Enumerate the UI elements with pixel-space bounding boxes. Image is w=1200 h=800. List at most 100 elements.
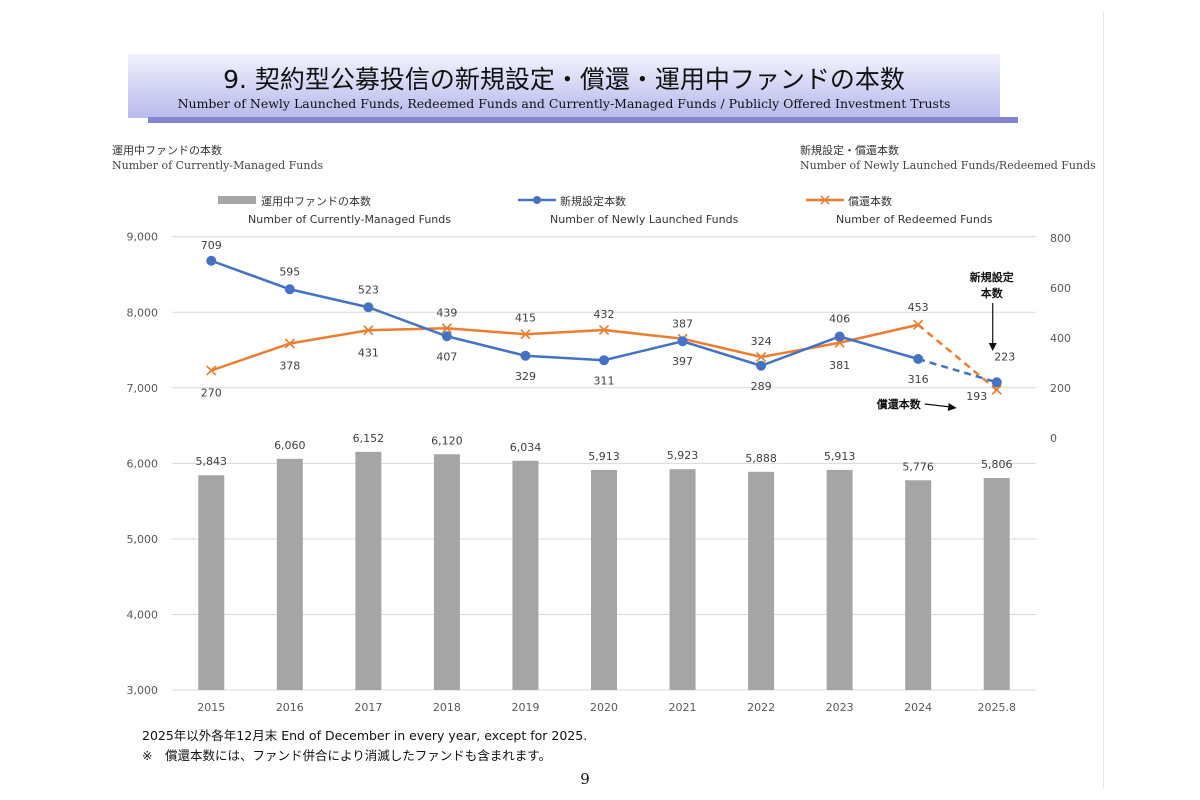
legend-swatch-bar <box>218 196 256 204</box>
callout-redeemed-label: 償還本数 <box>876 397 922 411</box>
title-banner-underline <box>148 117 1018 123</box>
footnote-date: 2025年以外各年12月末 End of December in every y… <box>142 728 588 743</box>
point-redeemed <box>206 365 217 376</box>
bar <box>748 471 775 690</box>
footnote-redeemed: ※ 償還本数には、ファンド併合により消滅したファンドも含まれます。 <box>142 748 551 763</box>
bar-value-label: 6,120 <box>431 434 463 447</box>
point-new <box>991 377 1002 388</box>
callout-redeemed-arrow-line <box>924 403 951 408</box>
left-axis-caption: 運用中ファンドの本数 Number of Currently-Managed F… <box>112 143 323 173</box>
x-axis-tick-label: 2021 <box>669 701 697 714</box>
left-axis-tick-label: 9,000 <box>127 231 159 244</box>
legend-label-new-jp: 新規設定本数 <box>560 195 626 208</box>
data-label-new: 523 <box>358 283 379 296</box>
right-axis-tick-label: 600 <box>1050 282 1071 295</box>
data-label-redeemed: 439 <box>436 306 457 319</box>
data-label-new: 311 <box>594 374 615 387</box>
bar-value-label: 5,776 <box>902 460 934 473</box>
legend-item-managed: 運用中ファンドの本数 <box>261 193 371 209</box>
bar-value-label: 5,923 <box>667 449 699 462</box>
bar <box>355 451 382 690</box>
point-redeemed <box>756 351 767 363</box>
right-axis-caption-jp: 新規設定・償還本数 <box>800 144 899 157</box>
title-banner <box>128 54 1000 118</box>
bar <box>591 469 617 690</box>
data-label-redeemed: 381 <box>829 359 850 372</box>
x-axis-tick-label: 2020 <box>590 701 618 714</box>
series-line-new-forecast <box>917 357 998 384</box>
point-redeemed <box>913 319 924 330</box>
data-label-redeemed: 193 <box>966 390 987 403</box>
right-axis-tick-label: 400 <box>1050 332 1071 345</box>
left-axis-tick-label: 6,000 <box>127 457 159 470</box>
point-redeemed <box>441 323 452 334</box>
point-new <box>756 360 767 371</box>
right-axis-tick-label: 200 <box>1050 382 1071 395</box>
left-axis-tick-label: 4,000 <box>127 608 159 621</box>
bar-value-label: 6,152 <box>353 432 385 445</box>
data-label-new: 289 <box>751 380 772 393</box>
point-redeemed <box>598 324 610 336</box>
bar-value-label: 5,843 <box>196 455 228 468</box>
bar <box>198 475 225 690</box>
x-axis-tick-label: 2017 <box>354 701 382 714</box>
bar <box>276 458 303 690</box>
bar <box>983 478 1010 690</box>
bar <box>512 460 539 690</box>
bar-value-label: 5,913 <box>588 450 620 463</box>
callout-new-line1: 新規設定 <box>970 270 1014 284</box>
left-axis-caption-jp: 運用中ファンドの本数 <box>112 144 222 157</box>
point-new <box>284 284 295 295</box>
left-axis-caption-en: Number of Currently-Managed Funds <box>112 159 324 172</box>
legend-item-managed-en: Number of Currently-Managed Funds <box>248 213 451 226</box>
x-axis-tick-label: 2025.8 <box>977 701 1016 714</box>
point-new <box>599 355 609 366</box>
page-title-en: Number of Newly Launched Funds, Redeemed… <box>177 96 951 111</box>
x-axis-tick-label: 2024 <box>904 701 932 714</box>
point-redeemed <box>284 338 295 349</box>
data-label-redeemed: 397 <box>672 355 693 368</box>
data-label-redeemed: 453 <box>908 301 929 314</box>
legend-label-redeemed-jp: 償還本数 <box>848 195 892 208</box>
bar <box>669 469 696 690</box>
point-new <box>677 336 688 347</box>
data-label-redeemed: 378 <box>279 360 300 373</box>
legend-item-redeemed-en: Number of Redeemed Funds <box>836 213 993 226</box>
bar-value-label: 5,806 <box>981 458 1013 471</box>
point-new <box>441 331 452 342</box>
data-label-new: 407 <box>436 350 457 363</box>
data-label-new: 223 <box>994 350 1015 363</box>
x-axis-tick-label: 2023 <box>826 701 854 714</box>
data-label-redeemed: 432 <box>594 308 615 321</box>
left-axis-tick-label: 3,000 <box>127 684 159 697</box>
data-label-redeemed: 270 <box>201 387 222 400</box>
bar-value-label: 6,034 <box>510 441 542 454</box>
bar <box>433 454 460 690</box>
point-new <box>913 354 924 364</box>
left-axis-tick-label: 7,000 <box>127 382 159 395</box>
bar <box>905 480 932 690</box>
right-axis-tick-label: 800 <box>1050 232 1071 245</box>
point-redeemed <box>520 329 531 340</box>
callout-new-line2: 本数 <box>981 286 1004 300</box>
right-axis-caption: 新規設定・償還本数 Number of Newly Launched Funds… <box>800 143 1096 173</box>
data-label-new: 406 <box>829 313 850 326</box>
legend-label-managed-en: Number of Currently-Managed Funds <box>248 213 451 226</box>
legend-item-new: 新規設定本数 <box>560 193 626 209</box>
callout-new-arrowhead <box>988 343 997 351</box>
series-line-redeemed-forecast <box>917 323 998 391</box>
data-label-new: 709 <box>201 239 222 252</box>
right-axis-tick-label: 0 <box>1050 432 1057 445</box>
point-new <box>834 331 845 342</box>
point-new <box>206 255 217 266</box>
point-redeemed <box>363 325 374 336</box>
data-label-redeemed: 415 <box>515 311 536 324</box>
data-label-new: 387 <box>672 317 693 330</box>
x-axis-tick-label: 2015 <box>197 701 225 714</box>
data-label-redeemed: 431 <box>358 346 379 359</box>
legend-label-redeemed-en: Number of Redeemed Funds <box>836 213 993 226</box>
left-axis-tick-label: 5,000 <box>127 533 159 546</box>
bar-value-label: 6,060 <box>274 439 306 452</box>
data-label-redeemed: 324 <box>751 335 772 348</box>
data-label-new: 316 <box>908 373 929 386</box>
